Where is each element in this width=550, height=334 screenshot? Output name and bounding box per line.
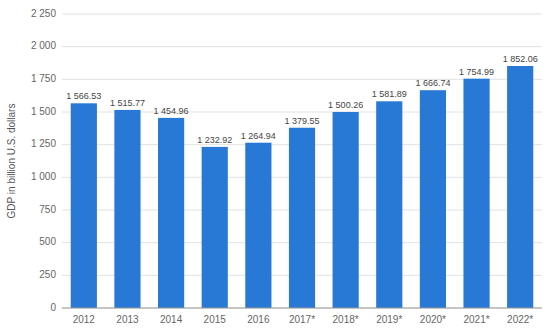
y-tick-label: 2 250 [31,8,56,19]
bar [507,66,533,308]
y-tick-label: 1 000 [31,171,56,182]
data-label: 1 264.94 [241,131,276,141]
chart: 0 250 500 750 1 000 1 250 1 500 1 750 2 000 2 250… [0,0,550,334]
bar [289,128,315,308]
y-tick-label: 0 [50,302,56,313]
bar [245,143,271,308]
x-tick-label: 2014 [160,314,183,325]
bar [114,110,140,308]
data-label: 1 515.77 [110,98,145,108]
x-tick-label: 2021* [463,314,489,325]
bar [420,90,446,308]
y-tick-label: 1 250 [31,138,56,149]
grid-line [62,46,542,47]
bars [71,66,534,308]
x-tick-label: 2016 [247,314,270,325]
bar [71,103,97,308]
data-label: 1 666.74 [415,78,450,88]
y-axis-label: GDP in billion U.S. dollars [6,104,17,219]
x-tick-label: 2020* [420,314,446,325]
bar [202,147,228,308]
data-label: 1 581.89 [372,89,407,99]
data-label: 1 566.53 [66,91,101,101]
data-label: 1 454.96 [154,106,189,116]
y-tick-label: 750 [39,204,56,215]
y-tick-label: 2 000 [31,40,56,51]
grid-line [62,14,542,15]
x-tick-label: 2017* [289,314,315,325]
x-axis-line [62,308,542,309]
data-label: 1 754.99 [459,67,494,77]
y-tick-label: 250 [39,269,56,280]
bar [333,112,359,308]
x-axis: 2012 2013 2014 2015 2016 2017* 2018* 2019* 2020*… [73,314,534,325]
x-tick-label: 2022* [507,314,533,325]
x-tick-label: 2018* [333,314,359,325]
data-label: 1 379.55 [284,116,319,126]
y-axis: 0 250 500 750 1 000 1 250 1 500 1 750 2 000 2 250 [31,8,56,313]
bar [158,118,184,308]
y-tick-label: 500 [39,236,56,247]
data-label: 1 232.92 [197,135,232,145]
x-tick-label: 2019* [376,314,402,325]
y-tick-label: 1 750 [31,73,56,84]
x-tick-label: 2013 [116,314,139,325]
data-label: 1 852.06 [503,54,538,64]
bar [463,79,489,308]
data-label: 1 500.26 [328,100,363,110]
x-tick-label: 2012 [73,314,96,325]
x-tick-label: 2015 [204,314,227,325]
y-tick-label: 1 500 [31,106,56,117]
grid [62,14,542,308]
bar [376,101,402,308]
data-labels: 1 566.53 1 515.77 1 454.96 1 232.92 1 264.94… [66,54,537,145]
grid-line [62,308,542,309]
